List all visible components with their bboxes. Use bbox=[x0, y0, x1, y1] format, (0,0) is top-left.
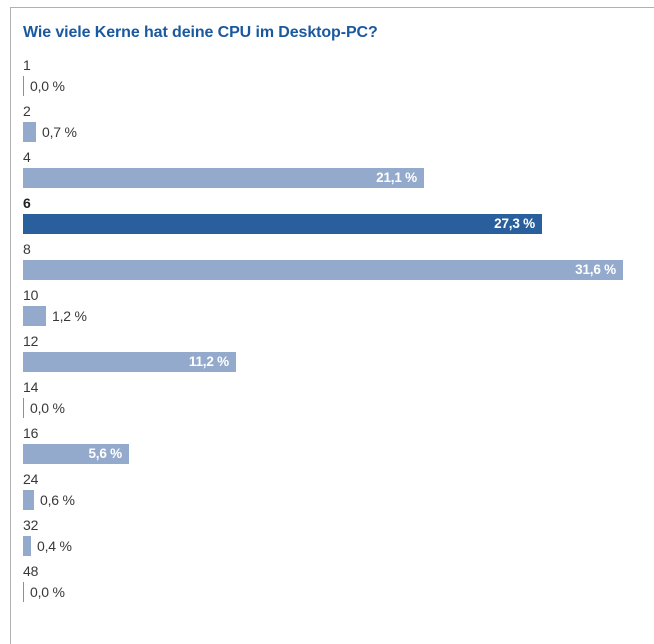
category-label: 6 bbox=[23, 195, 31, 211]
chart-row: 24 0,6 % bbox=[23, 472, 646, 510]
category-label: 48 bbox=[23, 563, 39, 579]
bar-chart: 1 0,0 % 2 0,7 % 4 21,1 % 6 27,3 % 8 31,6 % 10 1,2 %… bbox=[23, 58, 646, 602]
chart-row: 2 0,7 % bbox=[23, 104, 646, 142]
chart-row: 6 27,3 % bbox=[23, 196, 646, 234]
value-label: 1,2 % bbox=[52, 308, 87, 324]
bar bbox=[23, 536, 31, 556]
bar: 31,6 % bbox=[23, 260, 623, 280]
category-label: 8 bbox=[23, 241, 31, 257]
category-label: 1 bbox=[23, 57, 31, 73]
bar-track: 0,6 % bbox=[23, 490, 646, 510]
bar bbox=[23, 490, 34, 510]
bar-track: 0,0 % bbox=[23, 398, 646, 418]
value-label: 11,2 % bbox=[188, 354, 229, 369]
bar bbox=[23, 76, 24, 96]
bar-track: 1,2 % bbox=[23, 306, 646, 326]
value-label: 0,0 % bbox=[30, 78, 65, 94]
value-label: 31,6 % bbox=[575, 262, 616, 277]
chart-row: 12 11,2 % bbox=[23, 334, 646, 372]
chart-row: 16 5,6 % bbox=[23, 426, 646, 464]
category-label: 2 bbox=[23, 103, 31, 119]
bar: 11,2 % bbox=[23, 352, 236, 372]
chart-row: 4 21,1 % bbox=[23, 150, 646, 188]
bar: 5,6 % bbox=[23, 444, 129, 464]
value-label: 5,6 % bbox=[88, 446, 122, 461]
value-label: 21,1 % bbox=[376, 170, 417, 185]
bar bbox=[23, 306, 46, 326]
bar-track: 31,6 % bbox=[23, 260, 646, 280]
poll-results-panel: Wie viele Kerne hat deine CPU im Desktop… bbox=[10, 7, 654, 644]
bar bbox=[23, 122, 36, 142]
bar-track: 11,2 % bbox=[23, 352, 646, 372]
bar-track: 21,1 % bbox=[23, 168, 646, 188]
value-label: 27,3 % bbox=[494, 216, 535, 231]
bar-track: 5,6 % bbox=[23, 444, 646, 464]
bar bbox=[23, 398, 24, 418]
bar bbox=[23, 582, 24, 602]
category-label: 4 bbox=[23, 149, 31, 165]
chart-row: 32 0,4 % bbox=[23, 518, 646, 556]
bar-track: 0,0 % bbox=[23, 76, 646, 96]
bar-track: 0,4 % bbox=[23, 536, 646, 556]
value-label: 0,0 % bbox=[30, 584, 65, 600]
bar-track: 27,3 % bbox=[23, 214, 646, 234]
category-label: 16 bbox=[23, 425, 39, 441]
bar-track: 0,0 % bbox=[23, 582, 646, 602]
category-label: 14 bbox=[23, 379, 39, 395]
category-label: 24 bbox=[23, 471, 39, 487]
value-label: 0,7 % bbox=[42, 124, 77, 140]
chart-row: 10 1,2 % bbox=[23, 288, 646, 326]
bar-track: 0,7 % bbox=[23, 122, 646, 142]
bar-highlighted: 27,3 % bbox=[23, 214, 542, 234]
value-label: 0,4 % bbox=[37, 538, 72, 554]
chart-row: 8 31,6 % bbox=[23, 242, 646, 280]
bar: 21,1 % bbox=[23, 168, 424, 188]
value-label: 0,6 % bbox=[40, 492, 75, 508]
chart-row: 14 0,0 % bbox=[23, 380, 646, 418]
chart-row: 1 0,0 % bbox=[23, 58, 646, 96]
poll-title: Wie viele Kerne hat deine CPU im Desktop… bbox=[23, 24, 378, 41]
category-label: 32 bbox=[23, 517, 39, 533]
chart-row: 48 0,0 % bbox=[23, 564, 646, 602]
category-label: 10 bbox=[23, 287, 39, 303]
category-label: 12 bbox=[23, 333, 39, 349]
value-label: 0,0 % bbox=[30, 400, 65, 416]
